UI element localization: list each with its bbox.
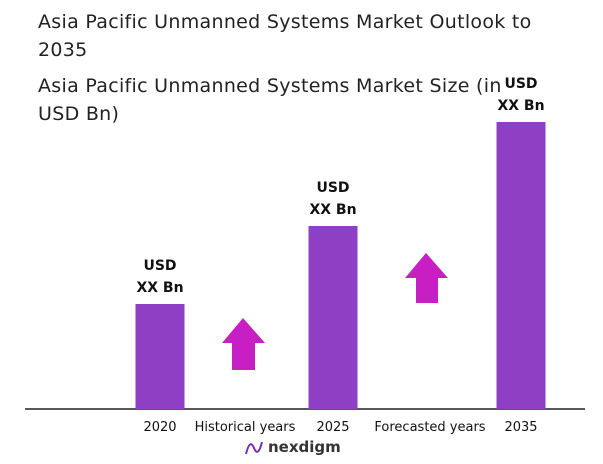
bar [496, 122, 546, 409]
value-label: USD XX Bn [497, 76, 544, 114]
chart-title: Asia Pacific Unmanned Systems Market Out… [38, 11, 532, 61]
brand-name: nexdigm [268, 438, 341, 456]
value-label: USD XX Bn [136, 258, 183, 296]
chart-subtitle: Asia Pacific Unmanned Systems Market Siz… [38, 75, 502, 125]
x-tick-label: 2020 [143, 420, 176, 435]
value-label: USD XX Bn [309, 180, 356, 218]
bar [135, 304, 185, 409]
brand-logo [245, 441, 263, 455]
annotation: Historical years [195, 420, 296, 435]
growth-arrow [222, 318, 265, 370]
x-tick-label: 2035 [504, 420, 537, 435]
x-tick-label: 2025 [316, 420, 349, 435]
bar [308, 226, 358, 409]
annotation: Forecasted years [374, 420, 485, 435]
growth-arrow [405, 253, 448, 303]
